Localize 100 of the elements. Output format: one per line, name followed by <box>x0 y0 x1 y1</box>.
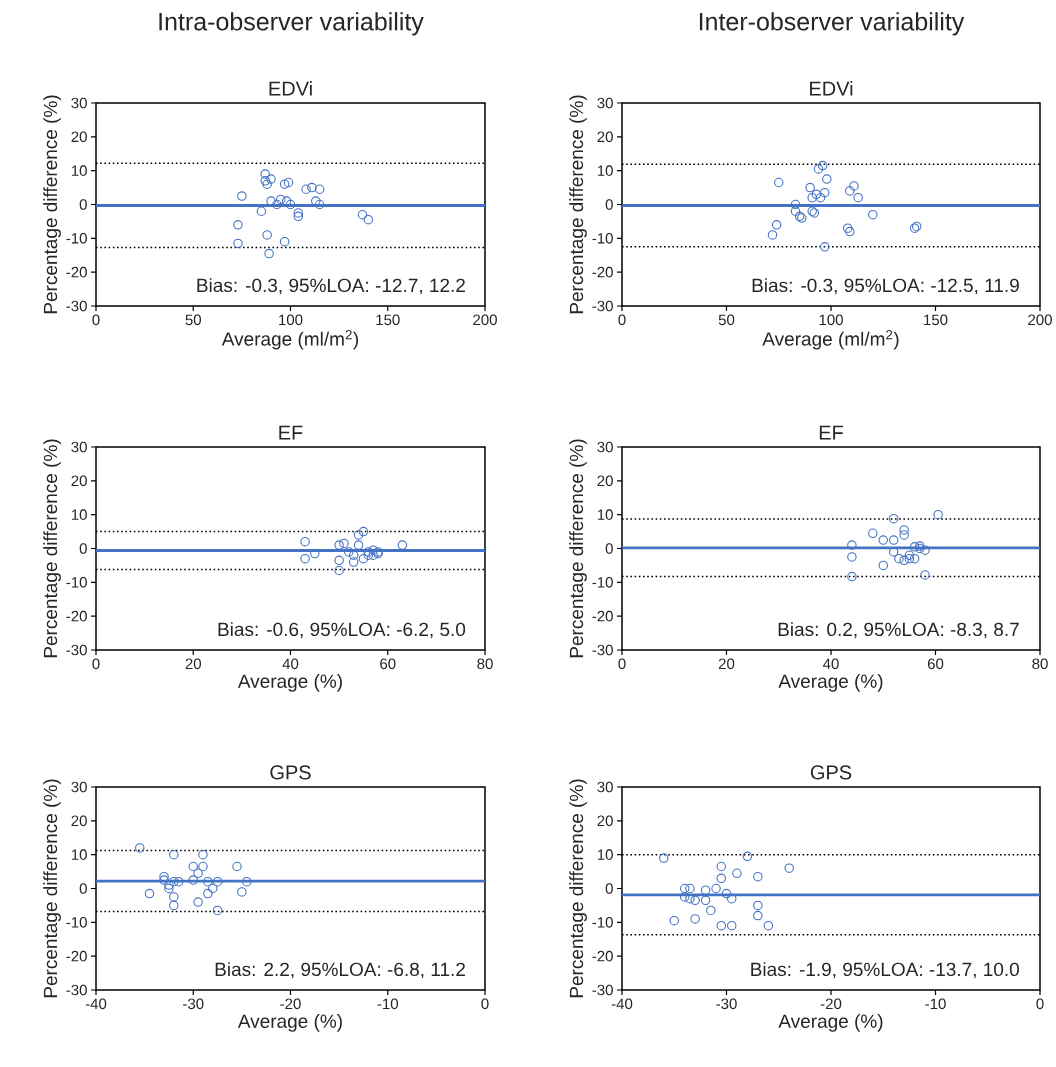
y-tick-label: 20 <box>71 131 87 143</box>
x-tick-label: -10 <box>925 998 946 1010</box>
point <box>203 888 213 899</box>
point <box>685 883 695 894</box>
y-tick-label: 30 <box>597 441 613 453</box>
x-tick-label: 40 <box>823 658 839 670</box>
point <box>894 553 904 564</box>
point <box>334 555 344 566</box>
point <box>659 853 669 863</box>
y-tick-label: 30 <box>597 97 613 109</box>
point <box>753 900 763 911</box>
point <box>811 189 822 200</box>
x-tick-label: 0 <box>618 314 626 326</box>
chart-title: EDVi <box>269 80 312 96</box>
point <box>256 206 267 217</box>
y-tick-label: -30 <box>66 644 87 656</box>
y-tick-label: 20 <box>71 475 87 487</box>
y-tick-label: -20 <box>66 950 87 962</box>
annotation: Bias: -0.3, 95%LOA: -12.5, 11.9 <box>752 278 1019 295</box>
x-tick-label: 0 <box>481 998 489 1010</box>
point <box>363 547 374 557</box>
point <box>334 540 344 550</box>
point <box>819 242 830 252</box>
point <box>732 868 742 879</box>
x-tick-label: -40 <box>85 998 107 1010</box>
x-axis-title: Average (%) <box>778 674 883 692</box>
point <box>237 887 247 897</box>
point <box>198 849 208 860</box>
y-tick-label: 10 <box>597 165 613 176</box>
point <box>188 875 198 885</box>
x-axis-title: Average (ml/m$^{2}$) <box>221 330 359 350</box>
point <box>279 179 290 189</box>
annotation: Bias: -1.9, 95%LOA: -13.7, 10.0 <box>751 962 1019 979</box>
point <box>193 868 203 879</box>
point <box>397 540 408 550</box>
y-tick-label: 10 <box>71 509 87 520</box>
point <box>233 238 243 249</box>
point <box>920 545 930 555</box>
point <box>276 194 286 205</box>
point <box>193 897 203 907</box>
x-tick-label: -30 <box>183 998 204 1010</box>
point <box>669 915 679 926</box>
point <box>853 192 863 203</box>
point <box>899 555 909 566</box>
point <box>716 861 727 872</box>
point <box>868 528 878 539</box>
point <box>771 220 782 230</box>
y-axis-title: Percentage difference (%) <box>569 95 587 314</box>
point <box>169 900 179 911</box>
point <box>815 192 826 203</box>
x-tick-label: 60 <box>927 658 944 670</box>
point <box>237 191 247 201</box>
x-tick-label: 200 <box>473 314 497 326</box>
point <box>763 920 774 931</box>
point <box>711 883 721 894</box>
x-tick-label: 0 <box>92 658 100 670</box>
point <box>767 230 778 240</box>
point <box>807 192 817 203</box>
point <box>357 209 368 220</box>
point <box>301 184 311 195</box>
y-tick-label: 30 <box>597 781 613 793</box>
point <box>368 545 378 555</box>
point <box>353 530 364 540</box>
point <box>300 553 310 564</box>
y-tick-label: 10 <box>597 509 613 520</box>
y-axis-title: Percentage difference (%) <box>43 779 61 998</box>
annotation: Bias: -0.3, 95%LOA: -12.7, 12.2 <box>197 278 465 295</box>
x-tick-label: 50 <box>718 314 735 326</box>
x-tick-label: -10 <box>377 998 398 1010</box>
x-tick-label: 60 <box>380 658 396 670</box>
y-tick-label: 30 <box>71 97 87 109</box>
point <box>310 548 320 559</box>
y-tick-label: 0 <box>79 199 87 210</box>
chart-subtitle: Inter-observer variability <box>699 12 965 36</box>
point <box>198 861 208 872</box>
y-tick-label: -10 <box>592 577 613 588</box>
y-tick-label: -10 <box>66 917 87 928</box>
y-axis-title: Percentage difference (%) <box>43 95 61 314</box>
point <box>726 920 737 931</box>
point <box>358 553 369 564</box>
point <box>716 873 727 884</box>
point <box>203 876 213 887</box>
point <box>307 182 317 193</box>
point <box>899 525 909 535</box>
point <box>135 843 145 853</box>
y-tick-label: -30 <box>592 300 613 312</box>
x-tick-label: 80 <box>1032 658 1048 670</box>
point <box>283 177 294 188</box>
point <box>144 888 155 899</box>
chart-subtitle: Intra-observer variability <box>159 12 424 36</box>
y-tick-label: -20 <box>592 266 613 278</box>
point <box>784 863 794 873</box>
y-tick-label: 10 <box>71 165 87 176</box>
x-tick-label: 20 <box>185 658 201 670</box>
chart-title: EF <box>279 425 303 440</box>
point <box>842 223 853 233</box>
point <box>272 199 282 210</box>
point <box>334 565 344 576</box>
point <box>159 875 169 885</box>
point <box>314 184 325 195</box>
